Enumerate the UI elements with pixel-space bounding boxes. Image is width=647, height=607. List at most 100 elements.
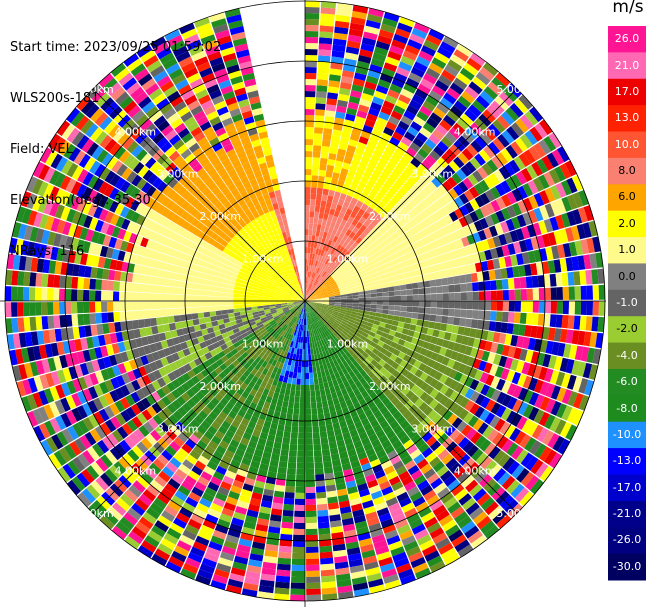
- velocity-gate: [333, 242, 339, 250]
- velocity-gate: [354, 72, 367, 81]
- velocity-gate: [305, 132, 314, 140]
- velocity-gate: [440, 169, 451, 180]
- velocity-gate: [498, 166, 511, 180]
- velocity-gate: [479, 205, 490, 218]
- velocity-gate: [538, 220, 548, 235]
- velocity-gate: [431, 177, 442, 188]
- velocity-gate: [476, 515, 492, 530]
- velocity-gate: [371, 246, 380, 254]
- velocity-gate: [529, 440, 542, 455]
- velocity-gate: [315, 485, 326, 493]
- velocity-gate: [350, 210, 358, 219]
- velocity-gate: [302, 348, 305, 355]
- velocity-gate: [321, 194, 328, 202]
- velocity-gate: [369, 285, 376, 290]
- velocity-gate: [306, 306, 308, 313]
- velocity-gate: [414, 268, 423, 276]
- velocity-gate: [305, 204, 310, 212]
- velocity-gate: [414, 369, 424, 378]
- velocity-gate: [311, 286, 316, 292]
- velocity-gate: [328, 153, 337, 161]
- velocity-gate: [310, 285, 315, 291]
- velocity-gate: [347, 34, 362, 43]
- velocity-gate: [302, 342, 305, 349]
- velocity-gate: [341, 367, 349, 375]
- velocity-gate: [328, 303, 335, 306]
- velocity-gate: [397, 273, 405, 280]
- velocity-gate: [310, 297, 317, 300]
- velocity-gate: [399, 333, 408, 341]
- velocity-gate: [359, 457, 370, 466]
- velocity-gate: [365, 566, 381, 577]
- velocity-gate: [41, 316, 49, 330]
- velocity-gate: [239, 307, 246, 312]
- velocity-gate: [347, 448, 357, 457]
- velocity-gate: [406, 513, 421, 524]
- velocity-gate: [565, 227, 575, 242]
- velocity-gate: [305, 438, 313, 445]
- velocity-gate: [324, 282, 330, 288]
- velocity-gate: [533, 409, 545, 424]
- velocity-gate: [372, 96, 385, 106]
- velocity-gate: [544, 449, 557, 465]
- velocity-gate: [303, 312, 305, 319]
- velocity-gate: [430, 352, 439, 361]
- velocity-gate: [329, 317, 335, 323]
- velocity-gate: [310, 297, 317, 300]
- velocity-gate: [277, 466, 287, 474]
- velocity-gate: [290, 384, 296, 391]
- velocity-gate: [283, 497, 295, 505]
- velocity-gate: [340, 255, 347, 262]
- velocity-gate: [191, 289, 198, 296]
- velocity-gate: [311, 299, 317, 301]
- velocity-gate: [484, 189, 496, 202]
- velocity-gate: [373, 276, 381, 282]
- velocity-gate: [312, 151, 321, 158]
- velocity-gate: [311, 317, 316, 324]
- velocity-gate: [196, 295, 204, 301]
- velocity-gate: [443, 214, 454, 225]
- velocity-gate: [402, 409, 413, 420]
- velocity-gate: [330, 347, 336, 354]
- velocity-gate: [300, 390, 305, 398]
- velocity-gate: [310, 302, 317, 306]
- velocity-gate: [443, 192, 454, 203]
- velocity-gate: [412, 562, 429, 574]
- velocity-gate: [375, 143, 386, 153]
- velocity-gate: [314, 290, 320, 295]
- velocity-gate: [380, 317, 387, 324]
- velocity-gate: [314, 260, 319, 267]
- velocity-gate: [261, 567, 276, 576]
- velocity-gate: [346, 305, 353, 309]
- velocity-gate: [323, 330, 329, 337]
- velocity-gate: [476, 492, 491, 506]
- velocity-gate: [316, 85, 328, 93]
- velocity-gate: [239, 297, 246, 301]
- velocity-gate: [245, 304, 252, 308]
- velocity-gate: [345, 385, 353, 394]
- velocity-gate: [454, 382, 464, 394]
- velocity-gate: [410, 449, 422, 460]
- velocity-gate: [500, 180, 512, 194]
- velocity-gate: [406, 301, 414, 307]
- velocity-gate: [406, 444, 418, 455]
- velocity-gate: [316, 224, 322, 231]
- velocity-gate: [445, 524, 460, 537]
- velocity-gate: [373, 444, 384, 454]
- velocity-gate: [501, 439, 514, 453]
- velocity-gate: [573, 271, 581, 286]
- velocity-gate: [433, 188, 444, 199]
- velocity-gate: [550, 201, 561, 216]
- velocity-gate: [279, 387, 286, 395]
- velocity-gate: [494, 223, 504, 235]
- velocity-gate: [394, 301, 402, 306]
- velocity-gate: [313, 266, 317, 273]
- velocity-gate: [329, 340, 336, 348]
- velocity-gate: [204, 279, 212, 286]
- velocity-gate: [357, 257, 365, 264]
- velocity-gate: [406, 147, 417, 158]
- velocity-gate: [338, 272, 345, 278]
- velocity-gate: [307, 336, 310, 343]
- velocity-gate: [337, 224, 344, 232]
- velocity-gate: [516, 335, 525, 348]
